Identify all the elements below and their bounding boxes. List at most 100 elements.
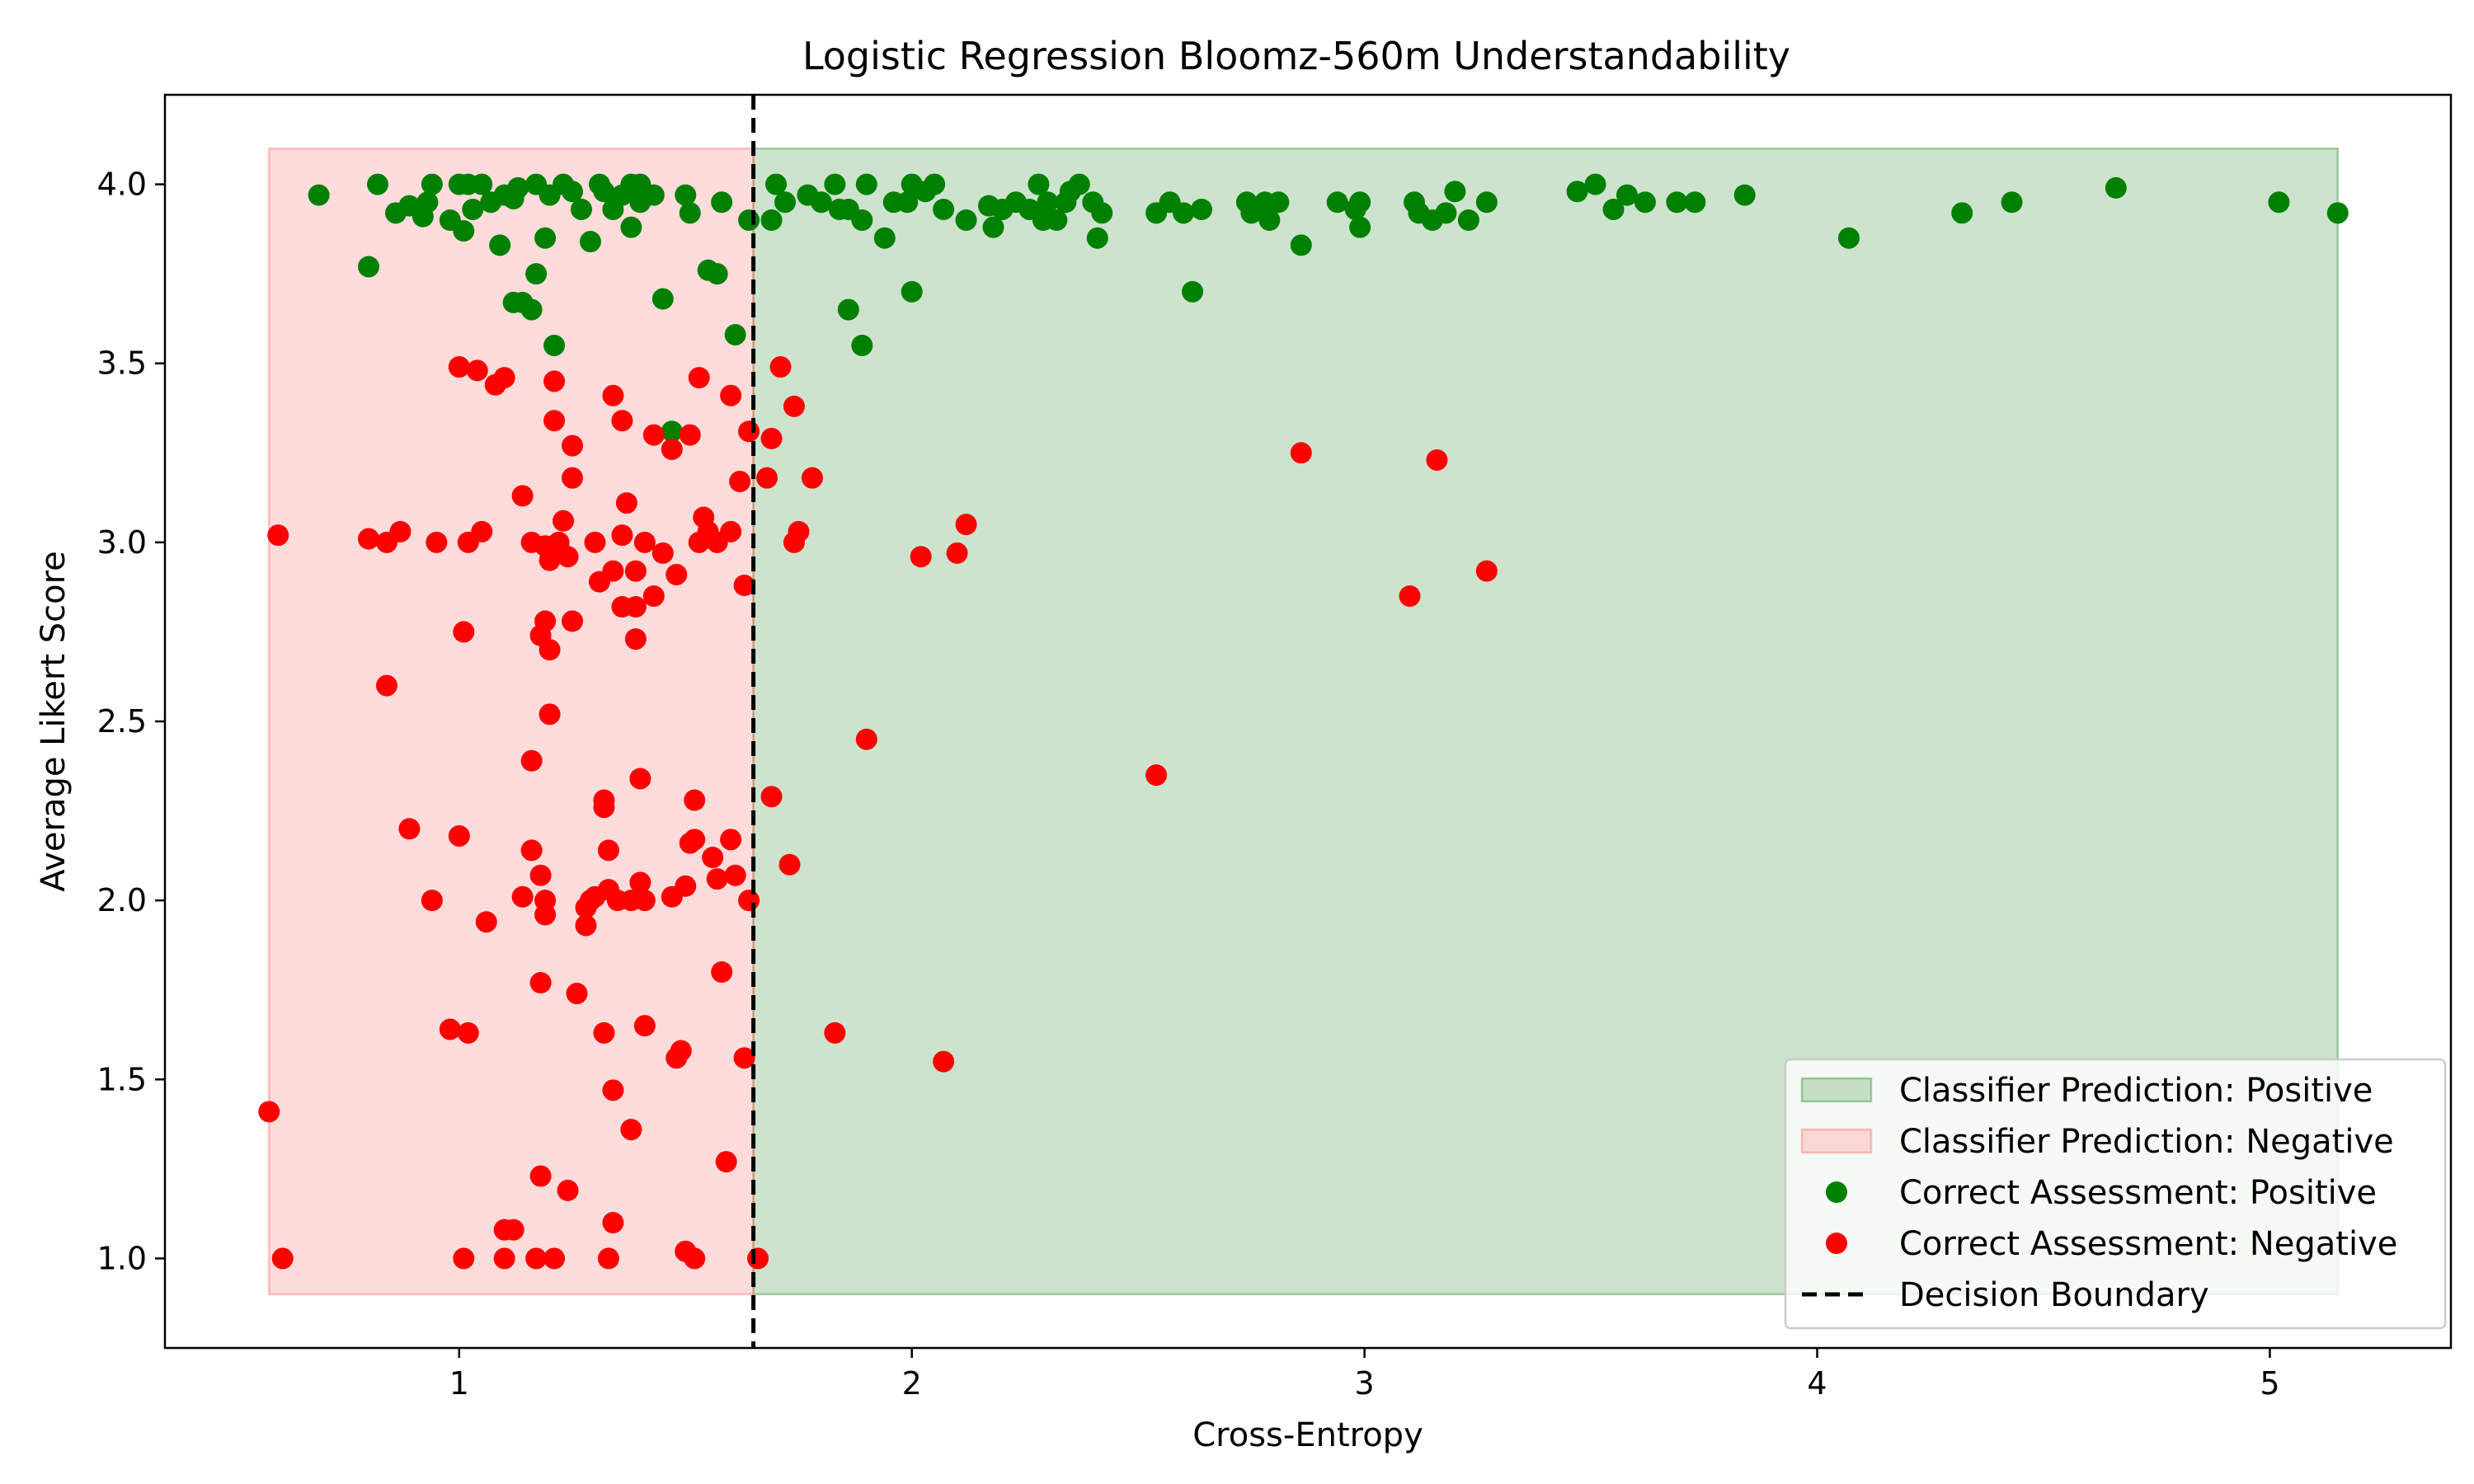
positive-point xyxy=(1258,209,1281,231)
negative-point xyxy=(724,864,746,886)
negative-point xyxy=(720,384,742,406)
positive-point xyxy=(416,191,439,214)
negative-point xyxy=(448,824,470,847)
legend-label-correct-assessment-positive: Correct Assessment: Positive xyxy=(1899,1174,2377,1212)
positive-point xyxy=(2268,191,2290,214)
positive-point xyxy=(1290,234,1312,256)
positive-point xyxy=(1666,191,1688,214)
negative-point xyxy=(855,728,877,750)
negative-point xyxy=(562,610,584,632)
negative-point xyxy=(824,1021,846,1044)
x-tick-label: 3 xyxy=(1355,1365,1375,1402)
data-points xyxy=(258,173,2349,1270)
y-axis-label: Average Likert Score xyxy=(35,551,73,892)
y-tick-label: 4.0 xyxy=(97,167,147,203)
negative-point xyxy=(729,471,751,493)
negative-point xyxy=(439,1018,461,1040)
negative-point xyxy=(529,972,552,994)
negative-point xyxy=(453,621,475,643)
negative-point xyxy=(733,1047,755,1069)
negative-point xyxy=(611,410,633,432)
negative-point xyxy=(642,585,665,607)
negative-point xyxy=(271,1247,294,1270)
positive-point xyxy=(837,298,859,321)
y-tick-label: 1.5 xyxy=(97,1061,147,1097)
legend-label-classifier-prediction-negative: Classifier Prediction: Negative xyxy=(1899,1123,2394,1161)
positive-point xyxy=(1173,202,1195,224)
positive-point xyxy=(1444,181,1466,203)
legend: Classifier Prediction: Positive Classifie… xyxy=(1784,1058,2447,1330)
negative-point xyxy=(557,1179,579,1201)
positive-point xyxy=(711,191,733,214)
positive-point xyxy=(765,173,788,195)
negative-point xyxy=(534,610,557,632)
negative-point xyxy=(398,818,421,840)
negative-point xyxy=(1145,764,1168,787)
positive-point xyxy=(738,209,760,231)
positive-point xyxy=(421,173,443,195)
negative-point xyxy=(543,1247,566,1270)
positive-point xyxy=(1086,227,1108,249)
positive-point xyxy=(824,173,846,195)
positive-point xyxy=(1268,191,1290,214)
positive-point xyxy=(570,198,592,220)
negative-point xyxy=(711,961,733,983)
positive-point xyxy=(620,216,642,238)
positive-point xyxy=(982,216,1004,238)
negative-point xyxy=(358,528,380,550)
positive-point xyxy=(651,288,674,310)
negative-point xyxy=(539,639,561,661)
negative-point xyxy=(778,853,801,876)
negative-point xyxy=(633,531,656,553)
negative-point xyxy=(553,510,575,532)
negative-point xyxy=(769,356,792,378)
positive-point xyxy=(642,184,665,206)
positive-point xyxy=(562,181,584,203)
x-tick-label: 4 xyxy=(1807,1365,1827,1402)
negative-point xyxy=(633,1015,656,1037)
positive-point xyxy=(1951,202,1973,224)
positive-point xyxy=(1349,191,1371,214)
y-tick-label: 3.0 xyxy=(97,524,147,561)
negative-point xyxy=(684,789,706,811)
y-tick-label: 2.5 xyxy=(97,703,147,740)
negative-point xyxy=(720,829,742,851)
positive-point xyxy=(706,263,728,285)
negative-point xyxy=(675,875,697,897)
positive-point xyxy=(1616,184,1638,206)
negative-point xyxy=(539,703,561,726)
negative-point xyxy=(702,847,724,869)
negative-point xyxy=(629,768,651,790)
positive-point xyxy=(1326,191,1348,214)
positive-point xyxy=(851,209,873,231)
negative-point xyxy=(611,524,633,547)
x-axis-label: Cross-Entropy xyxy=(1192,1416,1423,1454)
positive-point xyxy=(1191,198,1213,220)
negative-point xyxy=(661,438,683,460)
positive-point xyxy=(760,209,783,231)
positive-point xyxy=(579,231,601,253)
positive-point xyxy=(366,173,388,195)
negative-point xyxy=(955,514,977,536)
positive-point xyxy=(1634,191,1656,214)
negative-point xyxy=(738,890,760,912)
negative-point xyxy=(593,789,615,811)
negative-point xyxy=(493,367,515,389)
negative-point xyxy=(670,1040,692,1062)
y-axis-ticks: 1.0 1.5 2.0 2.5 3.0 3.5 4.0 xyxy=(97,167,165,1276)
negative-point xyxy=(620,1119,642,1141)
legend-label-decision-boundary: Decision Boundary xyxy=(1899,1276,2209,1314)
positive-point xyxy=(525,263,548,285)
positive-point xyxy=(774,191,797,214)
negative-point xyxy=(258,1101,280,1123)
y-tick-label: 1.0 xyxy=(97,1240,147,1276)
legend-label-classifier-prediction-positive: Classifier Prediction: Positive xyxy=(1899,1072,2373,1110)
positive-point xyxy=(873,227,896,249)
positive-point xyxy=(534,227,557,249)
negative-point xyxy=(946,542,968,564)
negative-point xyxy=(788,520,810,542)
positive-point xyxy=(453,220,475,242)
negative-point xyxy=(801,467,823,489)
negative-point xyxy=(688,367,710,389)
